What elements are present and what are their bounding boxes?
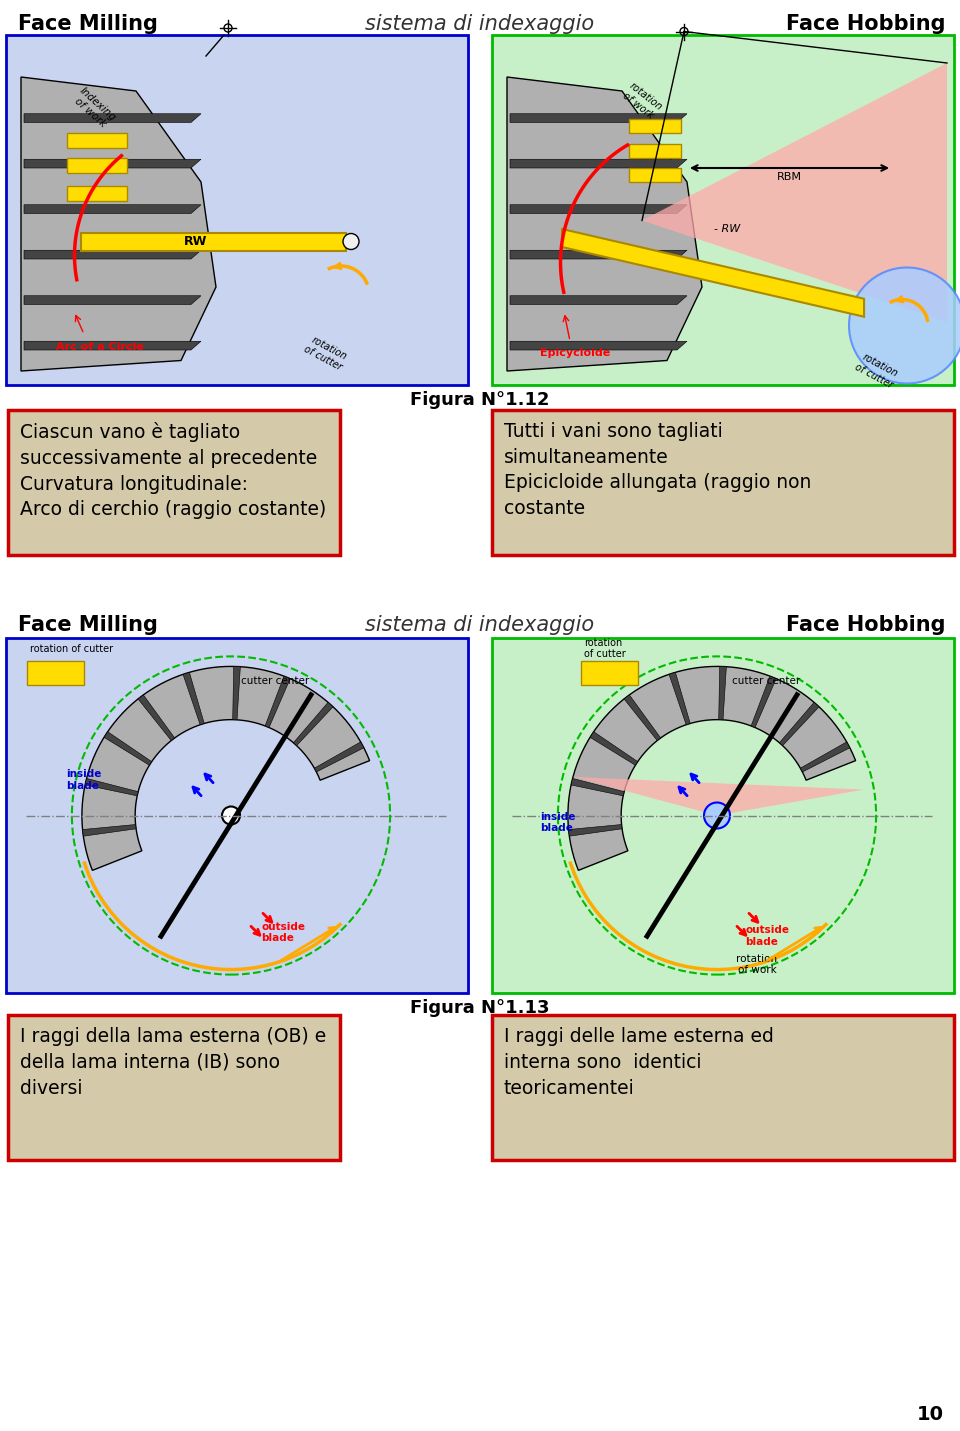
Text: Figura N°1.12: Figura N°1.12 [410, 391, 550, 409]
Polygon shape [294, 703, 333, 746]
Polygon shape [571, 778, 624, 796]
Polygon shape [568, 667, 855, 870]
Polygon shape [24, 341, 201, 351]
Text: Arc of a Circle: Arc of a Circle [56, 342, 144, 352]
Text: rotation
of cutter: rotation of cutter [853, 352, 900, 391]
FancyBboxPatch shape [8, 411, 340, 555]
Text: inside
blade: inside blade [540, 811, 575, 833]
Text: rotation
of work: rotation of work [736, 954, 778, 976]
Circle shape [680, 27, 688, 36]
Text: cutter center: cutter center [241, 675, 309, 685]
Polygon shape [510, 250, 687, 259]
Text: Ciascun vano è tagliato
successivamente al precedente
Curvatura longitudinale:
A: Ciascun vano è tagliato successivamente … [20, 422, 326, 519]
Text: RW: RW [184, 235, 207, 248]
Polygon shape [24, 159, 201, 167]
Polygon shape [85, 778, 138, 796]
Polygon shape [265, 675, 290, 727]
Text: Epicycloide: Epicycloide [540, 349, 611, 359]
Text: Tutti i vani sono tagliati
simultaneamente
Epicicloide allungata (raggio non
cos: Tutti i vani sono tagliati simultaneamen… [504, 422, 811, 518]
Text: 10: 10 [917, 1405, 944, 1424]
Text: sistema di indexaggio: sistema di indexaggio [366, 14, 594, 34]
Polygon shape [507, 77, 702, 371]
Text: outside
blade: outside blade [261, 922, 305, 943]
Text: rotation
of work: rotation of work [620, 82, 664, 122]
FancyBboxPatch shape [67, 157, 127, 173]
Text: cutter center: cutter center [732, 675, 801, 685]
FancyBboxPatch shape [492, 34, 954, 385]
Text: rotation of cutter: rotation of cutter [30, 644, 113, 654]
Text: Figura N°1.13: Figura N°1.13 [410, 999, 550, 1017]
FancyBboxPatch shape [581, 661, 638, 685]
Circle shape [224, 24, 232, 31]
Polygon shape [83, 824, 136, 836]
Text: Face Hobbing: Face Hobbing [785, 615, 945, 635]
Polygon shape [138, 695, 175, 741]
Text: rotation
of cutter: rotation of cutter [302, 335, 349, 373]
Text: rotation
of cutter: rotation of cutter [584, 638, 626, 660]
Polygon shape [801, 741, 850, 771]
Polygon shape [24, 296, 201, 305]
Circle shape [849, 268, 960, 384]
Polygon shape [669, 673, 690, 724]
FancyBboxPatch shape [27, 661, 84, 685]
Polygon shape [21, 77, 216, 371]
Polygon shape [590, 731, 637, 766]
Polygon shape [24, 250, 201, 259]
Text: outside
blade: outside blade [745, 926, 789, 947]
Polygon shape [183, 673, 204, 724]
Polygon shape [751, 675, 777, 727]
Text: I raggi della lama esterna (OB) e
della lama interna (IB) sono
diversi: I raggi della lama esterna (OB) e della … [20, 1027, 326, 1098]
Polygon shape [314, 741, 364, 771]
Text: RBM: RBM [777, 172, 802, 182]
Polygon shape [642, 63, 947, 322]
Text: sistema di indexaggio: sistema di indexaggio [366, 615, 594, 635]
FancyBboxPatch shape [8, 1015, 340, 1161]
Text: - RW: - RW [714, 225, 740, 235]
Text: Face Milling: Face Milling [18, 14, 157, 34]
FancyBboxPatch shape [67, 133, 127, 147]
Text: inside
blade: inside blade [66, 770, 102, 791]
Polygon shape [510, 113, 687, 123]
FancyBboxPatch shape [629, 167, 681, 182]
Polygon shape [780, 703, 819, 746]
Circle shape [704, 803, 730, 829]
Polygon shape [510, 205, 687, 213]
Polygon shape [82, 667, 370, 870]
FancyBboxPatch shape [6, 34, 468, 385]
FancyBboxPatch shape [629, 119, 681, 133]
Polygon shape [104, 731, 152, 766]
Polygon shape [24, 205, 201, 213]
FancyBboxPatch shape [81, 232, 346, 250]
Text: Face Milling: Face Milling [18, 615, 157, 635]
Polygon shape [568, 824, 622, 836]
Text: Indexing
of work: Indexing of work [70, 86, 118, 132]
FancyBboxPatch shape [492, 411, 954, 555]
Text: Face Hobbing: Face Hobbing [785, 14, 945, 34]
Polygon shape [510, 159, 687, 167]
Polygon shape [24, 113, 201, 123]
FancyBboxPatch shape [629, 143, 681, 157]
Polygon shape [562, 229, 864, 316]
Circle shape [343, 233, 359, 249]
Polygon shape [719, 667, 727, 720]
Polygon shape [510, 341, 687, 351]
Polygon shape [624, 695, 660, 741]
Circle shape [222, 807, 240, 824]
Polygon shape [573, 777, 864, 816]
Polygon shape [510, 296, 687, 305]
FancyBboxPatch shape [67, 186, 127, 200]
FancyBboxPatch shape [492, 638, 954, 993]
Polygon shape [232, 667, 240, 720]
FancyBboxPatch shape [6, 638, 468, 993]
FancyBboxPatch shape [492, 1015, 954, 1161]
Text: I raggi delle lame esterna ed
interna sono  identici
teoricamentei: I raggi delle lame esterna ed interna so… [504, 1027, 774, 1098]
